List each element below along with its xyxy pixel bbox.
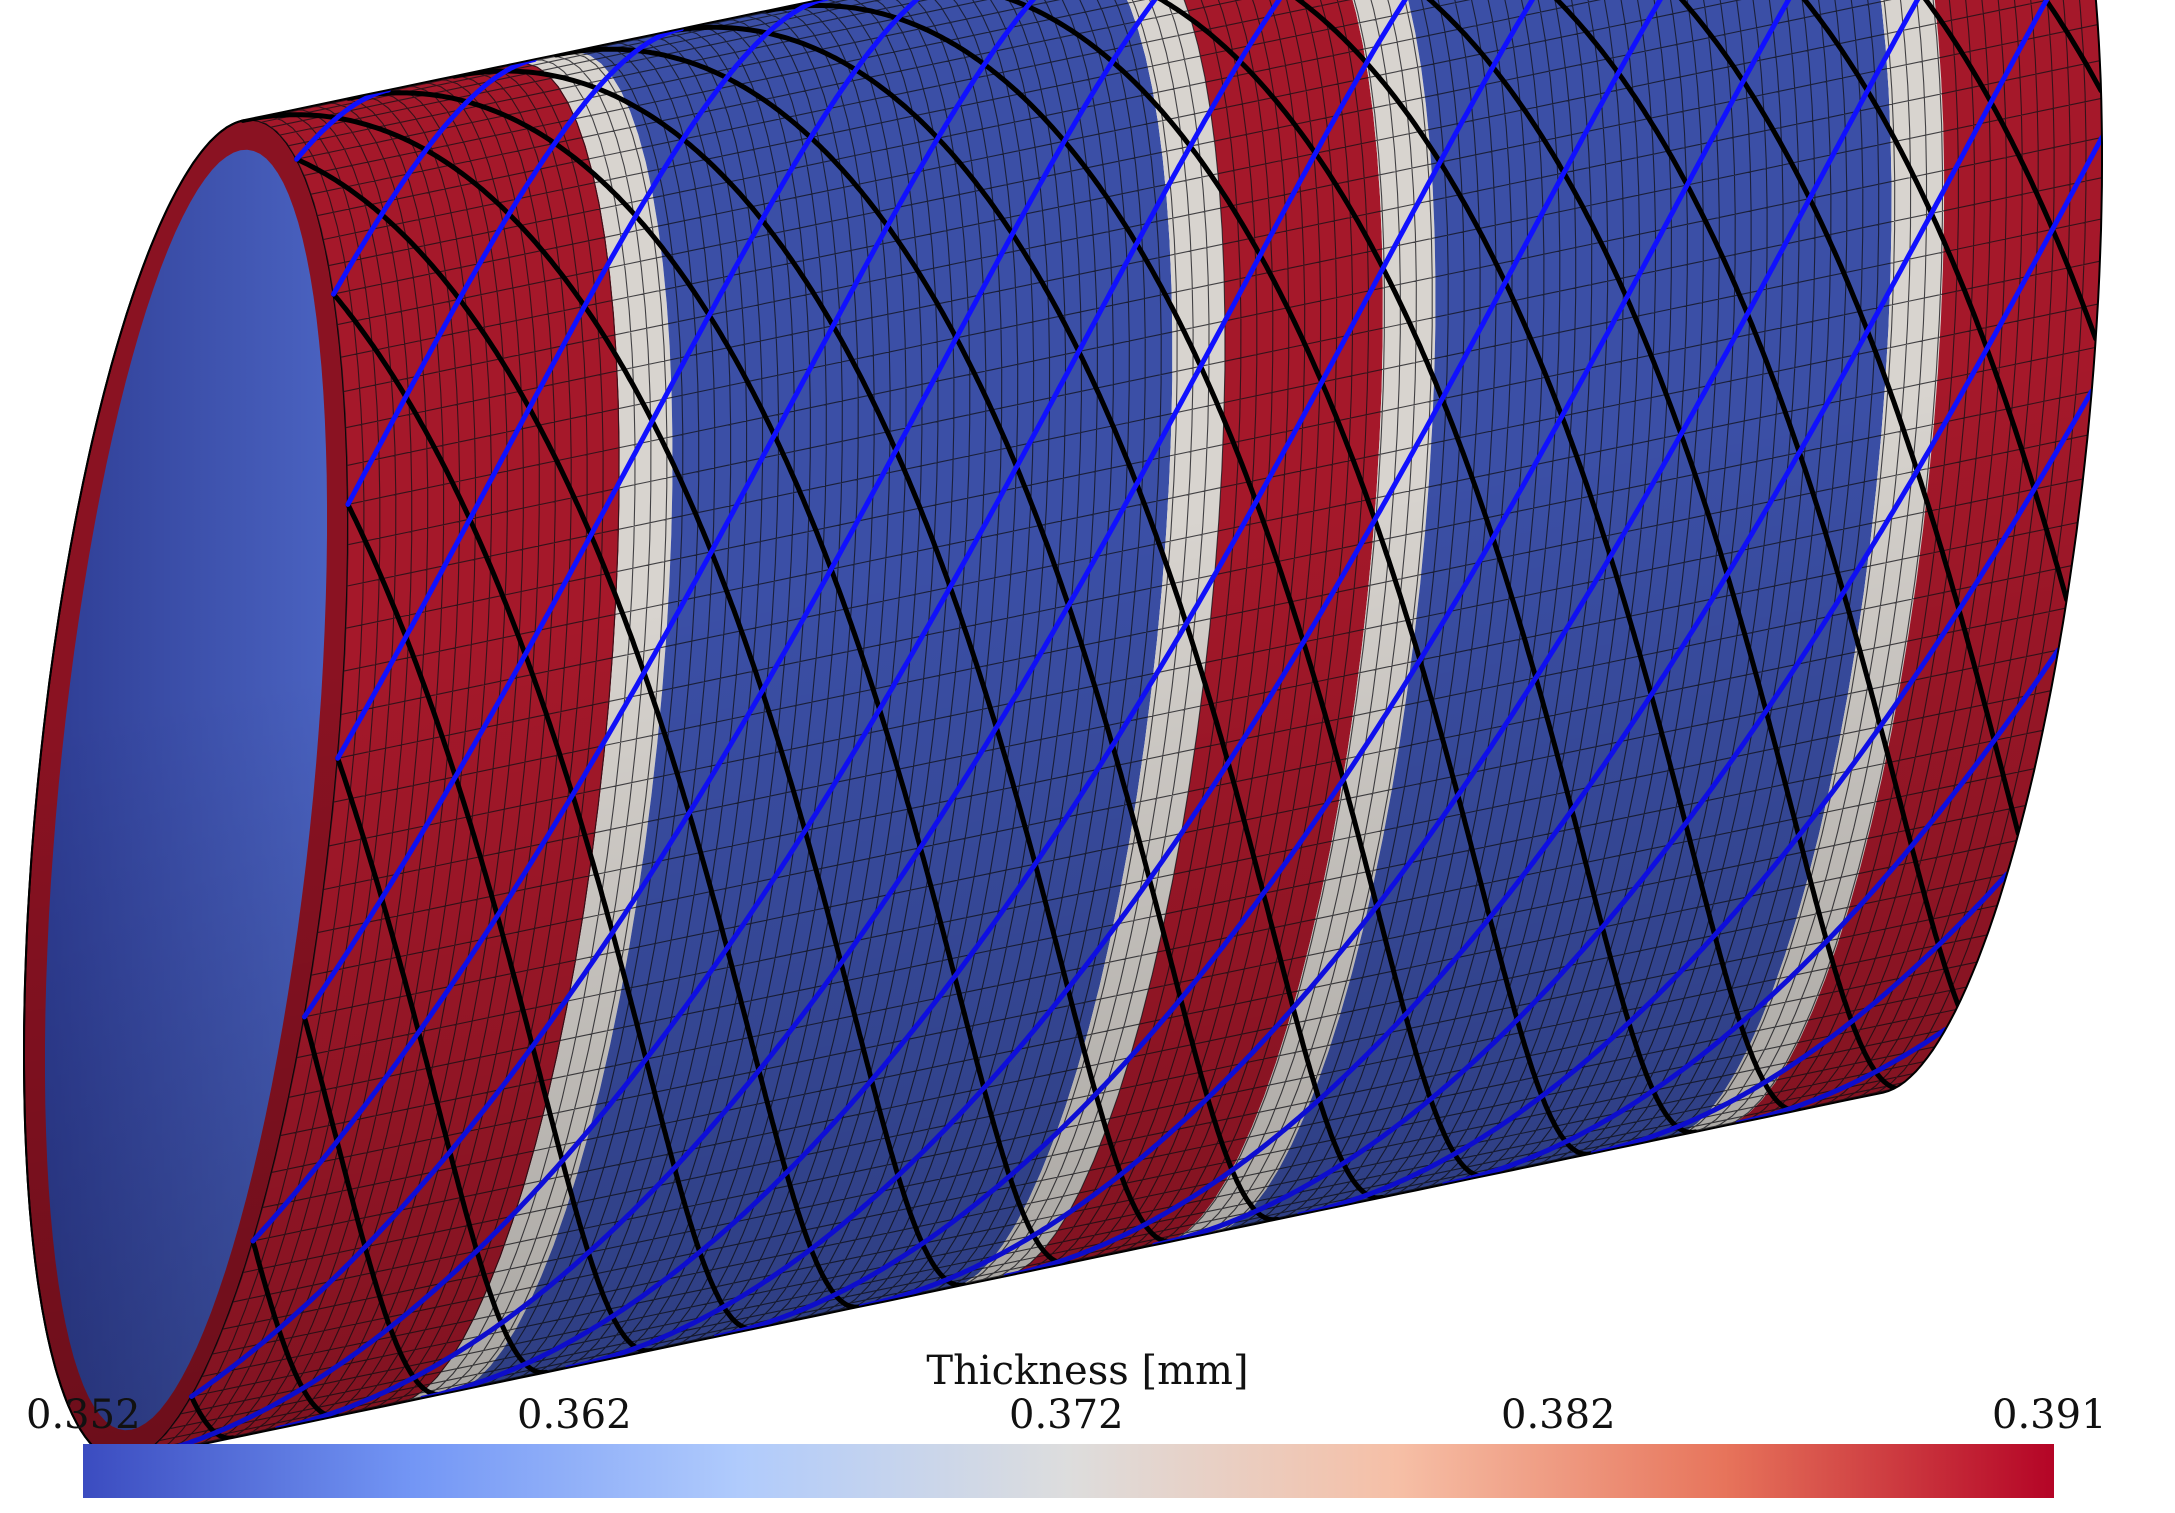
colorbar-tick-label: 0.352 (26, 1392, 141, 1438)
colorbar-title: Thickness [mm] (926, 1348, 1249, 1394)
cylinder-outline (23, 0, 2103, 1462)
colorbar-tick-label: 0.372 (1009, 1392, 1124, 1438)
colorbar-tick-label: 0.382 (1501, 1392, 1616, 1438)
colorbar-tick-label: 0.362 (517, 1392, 632, 1438)
colorbar-tick-label: 0.391 (1992, 1392, 2107, 1438)
colorbar (83, 1444, 2054, 1498)
